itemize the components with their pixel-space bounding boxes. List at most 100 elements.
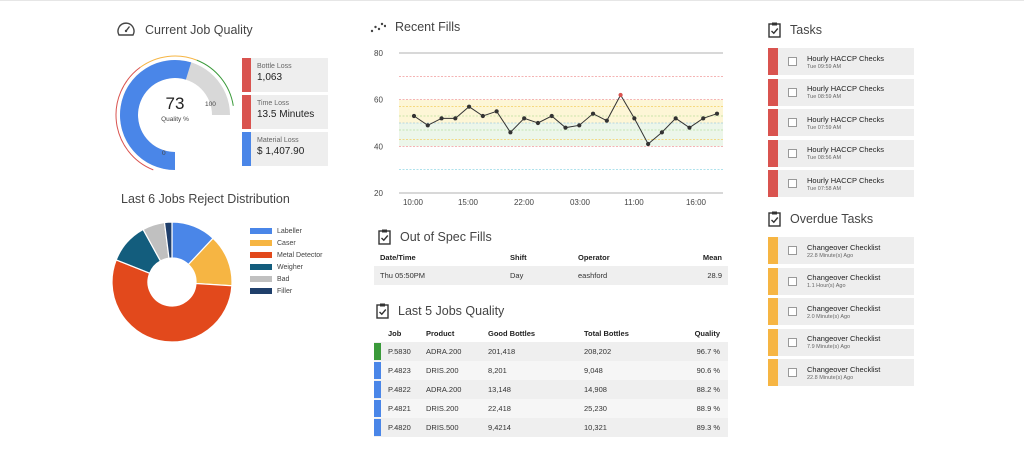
fill-data-point[interactable]	[466, 104, 472, 109]
cell-product: DRIS.200	[426, 399, 488, 418]
task-checkbox[interactable]	[788, 57, 797, 66]
table-row[interactable]: P.4822 ADRA.200 13,148 14,908 88.2 %	[374, 380, 728, 399]
fill-data-point[interactable]	[480, 113, 485, 119]
cell-good-bottles: 22,418	[488, 399, 584, 418]
cell-good-bottles: 8,201	[488, 361, 584, 380]
cell-good-bottles: 9,4214	[488, 418, 584, 437]
fill-data-point[interactable]	[508, 130, 513, 135]
task-item[interactable]: Hourly HACCP Checks Tue 07:59 AM	[768, 109, 914, 137]
fill-data-point[interactable]	[535, 120, 541, 126]
task-name: Changeover Checklist	[807, 334, 881, 344]
recent-fills-chart: 80 60 40 20 10:00 15:00 22:00 03:00 11:00 16:00	[374, 49, 723, 207]
overdue-task-item[interactable]: Changeover Checklist 1.1 Hour(s) Ago	[768, 267, 914, 295]
task-item[interactable]: Hourly HACCP Checks Tue 08:59 AM	[768, 78, 914, 106]
cell-job: P.4823	[382, 361, 426, 380]
task-checkbox[interactable]	[788, 118, 797, 128]
current-job-quality-header: Current Job Quality	[116, 20, 253, 40]
legend-label: Labeller	[277, 227, 302, 235]
task-time: 2.0 Minute(s) Ago	[807, 313, 851, 320]
status-flag	[374, 380, 382, 399]
time-loss-card: Time Loss 13.5 Minutes	[242, 95, 328, 129]
fill-data-point[interactable]	[632, 116, 637, 121]
warning-band	[399, 99, 723, 123]
task-checkbox[interactable]	[788, 368, 797, 378]
fill-data-point[interactable]	[659, 130, 665, 135]
gauge-min-label: 0	[162, 150, 166, 157]
clipboard-check-icon	[378, 229, 391, 245]
task-time: Tue 08:56 AM	[807, 155, 842, 162]
task-checkbox[interactable]	[788, 307, 797, 317]
cell-total-bottles: 25,230	[584, 399, 674, 418]
cell-quality: 96.7 %	[674, 342, 728, 361]
task-item[interactable]: Hourly HACCP Checks Tue 07:58 AM	[768, 170, 914, 198]
fill-data-point[interactable]	[687, 125, 692, 130]
col-header: Shift	[510, 252, 527, 262]
x-tick-label: 15:00	[458, 198, 479, 207]
reject-distribution-header: Last 6 Jobs Reject Distribution	[121, 192, 290, 206]
fill-data-point[interactable]	[673, 116, 678, 121]
task-color-bar	[768, 298, 778, 326]
gauge-icon	[117, 22, 135, 36]
legend-label: Filler	[277, 287, 293, 295]
fill-data-point[interactable]	[701, 116, 706, 121]
gauge-fill	[119, 59, 192, 170]
task-item[interactable]: Hourly HACCP Checks Tue 09:59 AM	[768, 48, 914, 75]
status-flag	[374, 418, 382, 437]
task-checkbox[interactable]	[788, 87, 797, 97]
task-checkbox[interactable]	[788, 148, 797, 158]
table-row[interactable]: P.4823 DRIS.200 8,201 9,048 90.6 %	[374, 361, 728, 380]
loss-color-bar	[242, 58, 251, 92]
col-header: Good Bottles	[488, 328, 536, 338]
fill-data-point[interactable]	[563, 125, 568, 130]
last-jobs-header: Last 5 Jobs Quality	[376, 303, 504, 319]
cell-job: P.5830	[382, 342, 426, 361]
cell-quality: 88.2 %	[674, 380, 728, 399]
fill-data-point[interactable]	[577, 123, 582, 128]
table-row[interactable]: P.5830 ADRA.200 201,418 208,202 96.7 %	[374, 342, 728, 361]
table-row[interactable]: P.4821 DRIS.200 22,418 25,230 88.9 %	[374, 399, 728, 418]
fill-data-point[interactable]	[604, 118, 609, 123]
clipboard-check-icon	[768, 211, 781, 227]
fill-data-point[interactable]	[522, 116, 527, 121]
task-color-bar	[768, 139, 778, 167]
task-checkbox[interactable]	[788, 337, 797, 347]
fill-data-point[interactable]	[618, 92, 623, 98]
fill-data-point[interactable]	[590, 111, 596, 116]
quality-value-label: Quality %	[161, 116, 189, 123]
fill-data-point[interactable]	[411, 113, 417, 119]
task-checkbox[interactable]	[788, 246, 797, 255]
col-header: Total Bottles	[584, 328, 629, 338]
donut-slice-metal-detector[interactable]	[111, 259, 233, 343]
clipboard-check-icon	[768, 22, 781, 38]
cell-product: DRIS.200	[426, 361, 488, 380]
bottle-loss-value: 1,063	[257, 72, 283, 83]
fill-data-point[interactable]	[646, 141, 651, 147]
fill-data-point[interactable]	[494, 109, 499, 114]
cell-operator: eashford	[578, 266, 668, 285]
overdue-task-item[interactable]: Changeover Checklist 2.0 Minute(s) Ago	[768, 298, 914, 326]
legend-swatch	[250, 228, 272, 234]
task-item[interactable]: Hourly HACCP Checks Tue 08:56 AM	[768, 139, 914, 167]
target-band	[399, 123, 723, 147]
fill-data-point[interactable]	[714, 111, 720, 116]
fill-data-point[interactable]	[549, 113, 554, 119]
overdue-task-item[interactable]: Changeover Checklist 7.9 Minute(s) Ago	[768, 328, 914, 356]
task-checkbox[interactable]	[788, 276, 797, 286]
fill-data-point[interactable]	[453, 116, 458, 121]
time-loss-value: 13.5 Minutes	[257, 109, 315, 120]
overdue-tasks-header: Overdue Tasks	[768, 211, 873, 227]
table-row[interactable]: P.4820 DRIS.500 9,4214 10,321 89.3 %	[374, 418, 728, 437]
fill-data-point[interactable]	[425, 123, 430, 128]
table-row[interactable]: Thu 05:50PM Day eashford 28.9	[374, 266, 728, 285]
task-checkbox[interactable]	[788, 179, 797, 189]
col-header: Job	[388, 328, 402, 338]
overdue-task-item[interactable]: Changeover Checklist 22.8 Minute(s) Ago	[768, 237, 914, 264]
cell-mean: 28.9	[668, 266, 728, 285]
overdue-task-item[interactable]: Changeover Checklist 22.8 Minute(s) Ago	[768, 359, 914, 387]
legend-item: Bad	[250, 273, 323, 285]
donut-slice-filler[interactable]	[163, 221, 173, 259]
cell-product: DRIS.500	[426, 418, 488, 437]
task-color-bar	[768, 109, 778, 137]
fill-data-point[interactable]	[439, 116, 444, 121]
time-loss-label: Time Loss	[257, 100, 290, 107]
